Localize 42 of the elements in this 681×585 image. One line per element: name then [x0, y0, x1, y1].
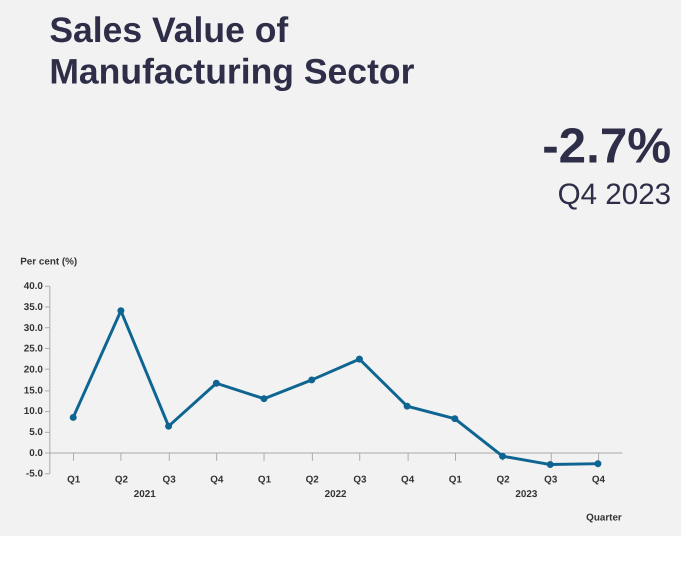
x-tick-label: Q3 [162, 474, 176, 486]
point [117, 307, 124, 314]
point [404, 402, 411, 410]
x-tick-label: Q1 [67, 474, 81, 486]
y-axis-title: Per cent (%) [20, 256, 78, 268]
text: 2023 [515, 488, 538, 500]
y-tick-label: 25.0 [24, 344, 44, 355]
x-tick-label: Q4 [401, 474, 415, 486]
x-tick-label: Q4 [592, 474, 606, 486]
y-tick-label: 35.0 [24, 302, 44, 314]
y-tick-label: 10.0 [24, 406, 44, 418]
point [165, 422, 172, 430]
y-tick-label: 15.0 [24, 385, 44, 396]
point [308, 376, 316, 384]
x-tick-label: Q2 [496, 474, 510, 486]
point [212, 380, 220, 387]
x-tick-label: Q2 [114, 474, 128, 486]
chart-title: Sales Value of Manufacturing Sector [49, 10, 415, 92]
x-tick-label: Q1 [258, 474, 272, 486]
y-tick-label: -5.0 [26, 468, 44, 480]
point [594, 460, 602, 468]
y-tick-label: 5.0 [29, 427, 44, 438]
y-tick-label: 30.0 [24, 322, 44, 334]
y-tick-label: 20.0 [24, 364, 44, 376]
x-axis-title: Quarter [586, 512, 622, 524]
point [356, 356, 363, 363]
y-tick-label: 0.0 [29, 448, 44, 459]
x-tick-label: Q3 [544, 474, 558, 486]
point [546, 461, 554, 468]
text: Q4 2023 [558, 178, 672, 211]
point [260, 395, 268, 402]
x-tick-label: Q2 [306, 474, 320, 486]
point [499, 452, 506, 460]
text: -2.7% [542, 118, 672, 174]
x-tick-label: Q1 [448, 474, 462, 486]
point [70, 414, 77, 421]
point [451, 415, 458, 422]
text: 2022 [324, 488, 348, 500]
text: 2021 [134, 488, 156, 500]
y-tick-label: 40.0 [24, 281, 44, 292]
x-tick-label: Q3 [353, 474, 367, 486]
x-tick-label: Q4 [210, 474, 224, 486]
